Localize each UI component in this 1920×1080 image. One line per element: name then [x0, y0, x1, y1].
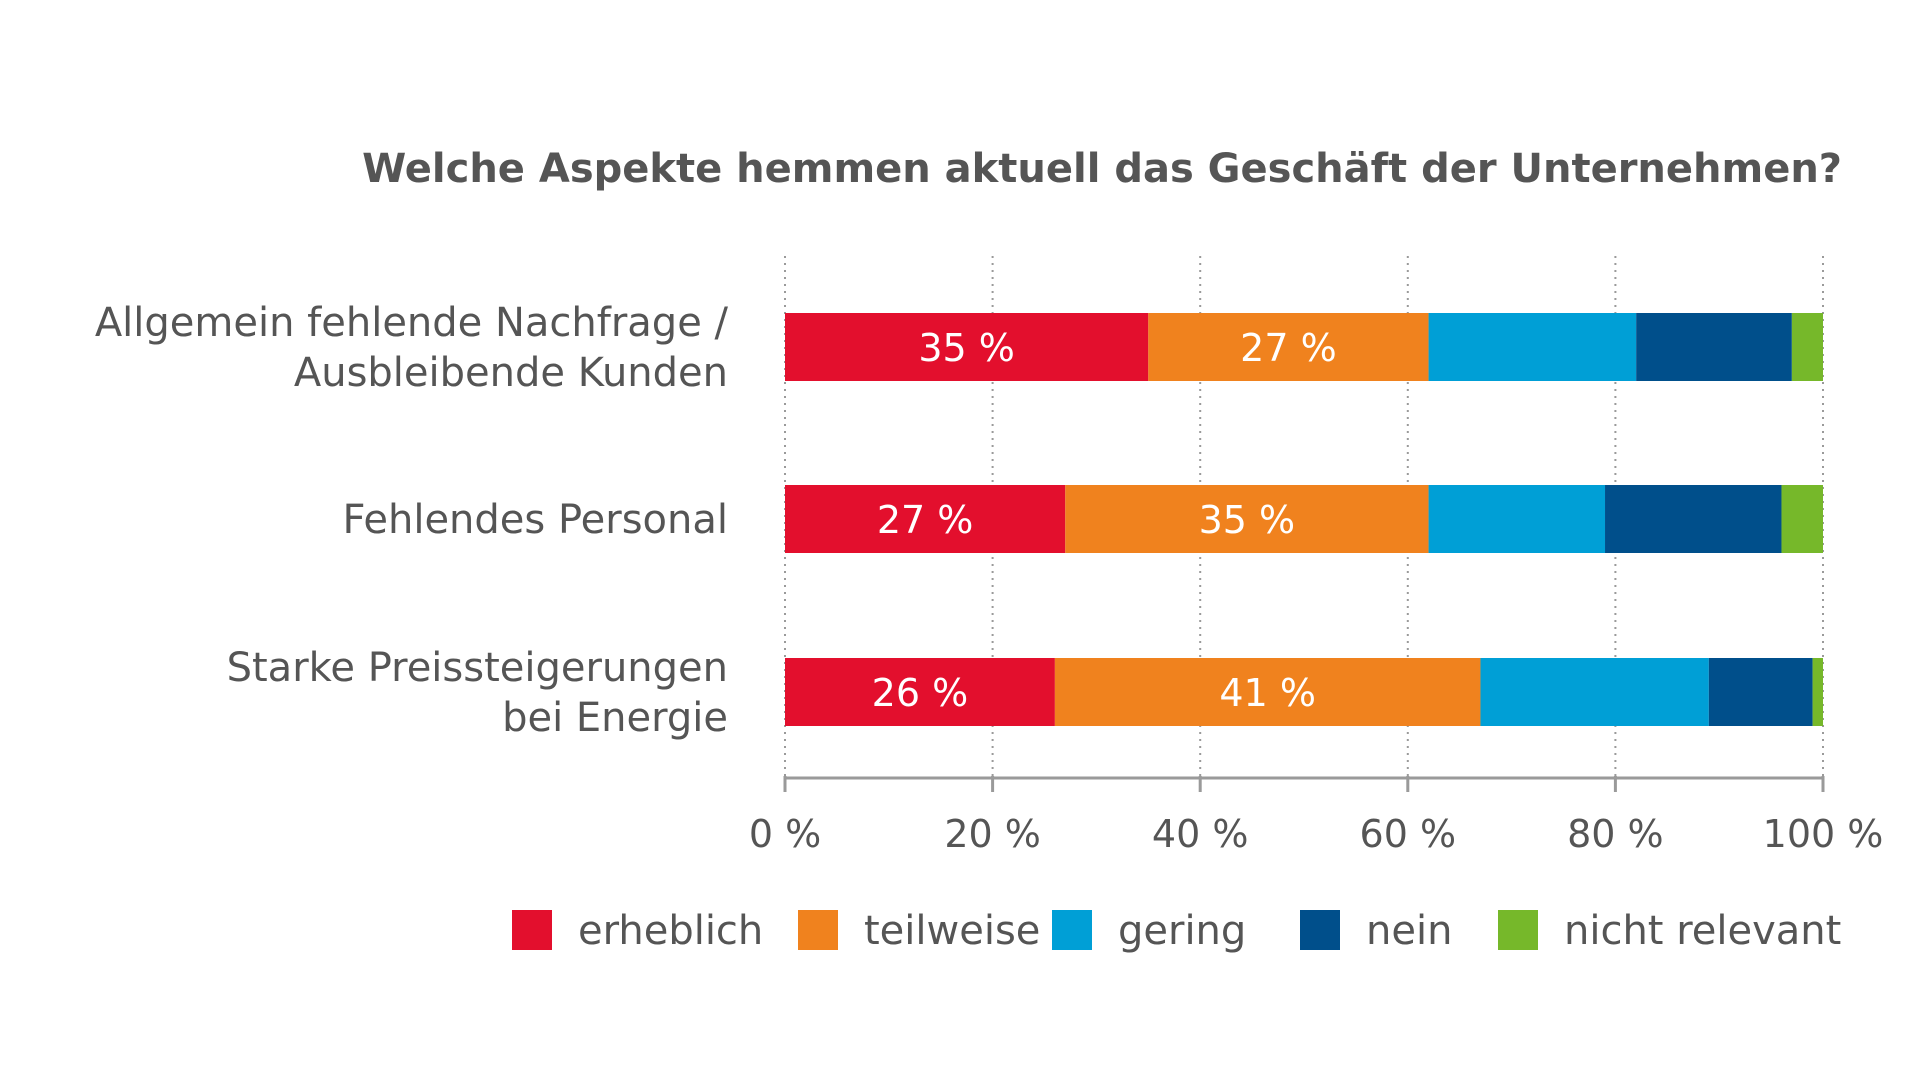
bar-teilweise — [1054, 658, 1481, 726]
data-label: 27 % — [877, 498, 974, 542]
legend-label: gering — [1118, 908, 1246, 954]
category-label: Fehlendes Personal — [343, 497, 728, 543]
category-label: bei Energie — [502, 695, 728, 741]
legend-swatch — [512, 910, 552, 950]
legend-swatch — [1052, 910, 1092, 950]
category-label: Starke Preissteigerungen — [227, 645, 728, 691]
bar-nein — [1636, 313, 1792, 381]
bar-gering — [1480, 658, 1709, 726]
chart-title: Welche Aspekte hemmen aktuell das Geschä… — [362, 146, 1842, 192]
bar-gering — [1428, 313, 1637, 381]
data-label: 27 % — [1240, 326, 1337, 370]
bar-teilweise — [1065, 485, 1429, 553]
legend-label: nicht relevant — [1564, 908, 1841, 954]
bar-nein — [1708, 658, 1813, 726]
legend-swatch — [1300, 910, 1340, 950]
bar-erheblich — [785, 658, 1055, 726]
legend-label: erheblich — [578, 908, 763, 954]
x-tick-label: 80 % — [1567, 812, 1664, 856]
legend-label: teilweise — [864, 908, 1040, 954]
legend-swatch — [1498, 910, 1538, 950]
bar-erheblich — [785, 313, 1149, 381]
legend-swatch — [798, 910, 838, 950]
x-tick-label: 20 % — [944, 812, 1041, 856]
x-axis: 0 % 20 % 40 % 60 % 80 % 100 % — [749, 776, 1884, 856]
x-tick-label: 0 % — [749, 812, 821, 856]
category-label: Ausbleibende Kunden — [294, 350, 728, 396]
bar-nicht-relevant — [1812, 658, 1823, 726]
bar-nicht-relevant — [1791, 313, 1823, 381]
data-label: 26 % — [872, 671, 969, 715]
category-label: Allgemein fehlende Nachfrage / — [95, 300, 729, 346]
data-label: 35 % — [1199, 498, 1296, 542]
bar-nicht-relevant — [1781, 485, 1823, 553]
bar-teilweise — [1148, 313, 1429, 381]
bar-nein — [1605, 485, 1782, 553]
x-tick-label: 100 % — [1763, 812, 1884, 856]
data-label: 41 % — [1219, 671, 1316, 715]
legend-label: nein — [1366, 908, 1452, 954]
bar-erheblich — [785, 485, 1066, 553]
bar-segments: 35 % 27 % 27 % 35 % 26 % 41 % — [785, 313, 1823, 726]
x-tick-label: 40 % — [1152, 812, 1249, 856]
bar-gering — [1428, 485, 1606, 553]
legend: erheblich teilweise gering nein nicht releva… — [512, 908, 1841, 954]
data-label: 35 % — [918, 326, 1015, 370]
category-labels: Allgemein fehlende Nachfrage /Ausbleiben… — [95, 300, 729, 741]
x-tick-label: 60 % — [1360, 812, 1457, 856]
